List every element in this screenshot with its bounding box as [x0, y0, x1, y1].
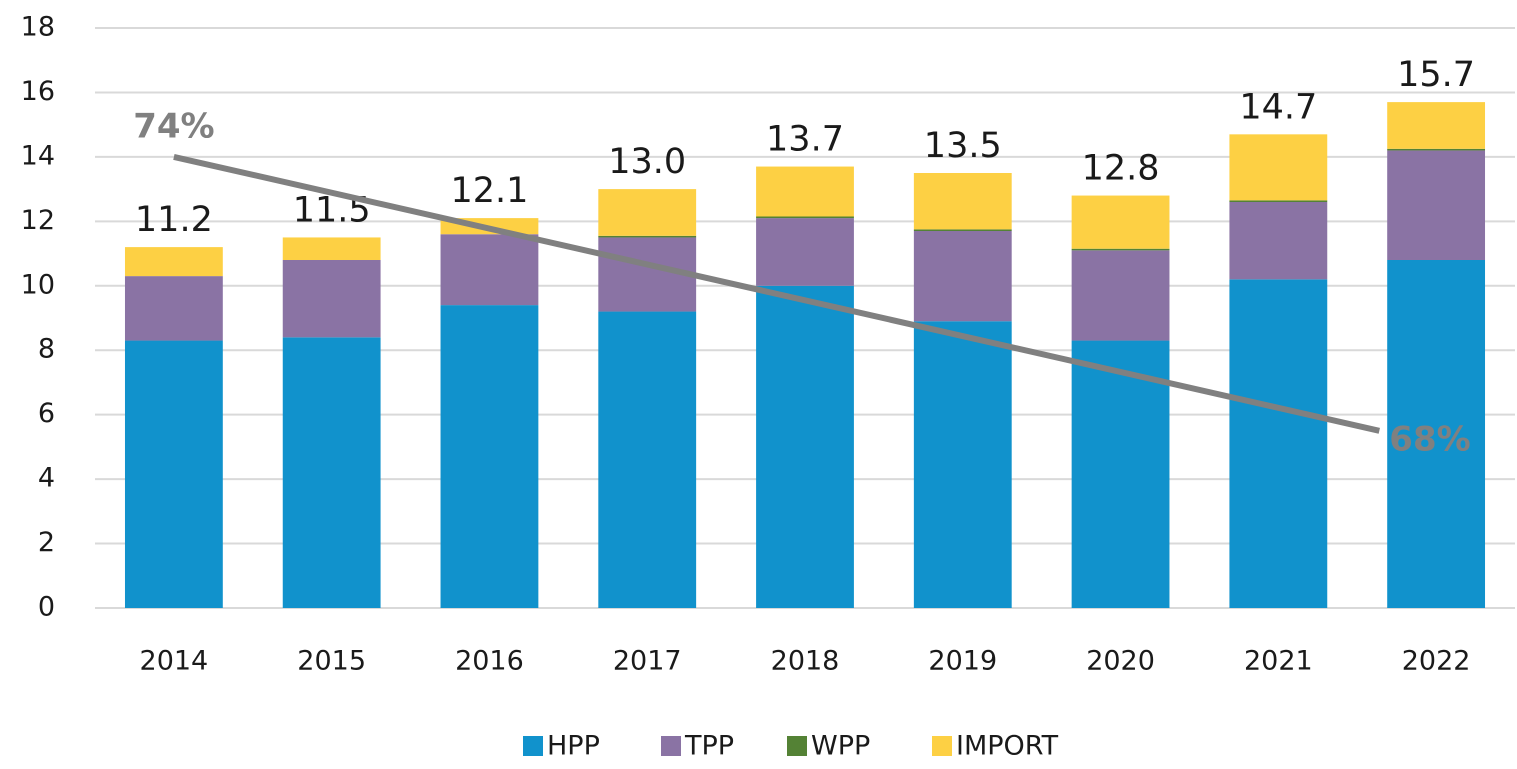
y-tick-label: 8 — [38, 334, 55, 365]
legend-swatch — [932, 736, 952, 756]
bar-segment — [756, 216, 854, 219]
legend-swatch — [661, 736, 681, 756]
y-tick-label: 16 — [21, 76, 55, 107]
bar-segment — [1387, 102, 1486, 149]
legend-swatch — [523, 736, 543, 756]
y-tick-label: 12 — [21, 205, 55, 236]
bar-segment — [756, 218, 854, 286]
bar-segment — [124, 276, 223, 341]
bar-segment — [756, 166, 854, 217]
y-tick-label: 10 — [21, 269, 55, 300]
bar-segment — [1071, 195, 1170, 249]
bar-segment — [124, 340, 223, 608]
y-tick-label: 6 — [38, 398, 55, 429]
total-label: 11.2 — [135, 200, 213, 240]
x-tick-label: 2018 — [771, 646, 840, 677]
total-label: 15.7 — [1397, 55, 1475, 95]
bar-segment — [1071, 248, 1170, 251]
x-tick-label: 2016 — [455, 646, 524, 677]
y-tick-label: 14 — [21, 140, 55, 171]
bar-segment — [1229, 134, 1328, 201]
x-tick-label: 2022 — [1402, 646, 1471, 677]
bar-segment — [282, 260, 381, 338]
x-tick-label: 2014 — [140, 646, 209, 677]
x-tick-label: 2019 — [928, 646, 997, 677]
total-label: 12.8 — [1082, 149, 1160, 189]
bar-segment — [1229, 202, 1328, 280]
bar-segment — [1071, 250, 1170, 341]
total-label: 13.0 — [608, 142, 686, 182]
y-tick-label: 18 — [21, 12, 55, 43]
total-label: 13.7 — [766, 120, 844, 160]
bar-segment — [913, 321, 1012, 608]
legend-label: WPP — [811, 731, 870, 762]
bar-segment — [1387, 148, 1486, 151]
bar-segment — [282, 337, 381, 608]
bar-segment — [913, 229, 1012, 231]
x-tick-label: 2017 — [613, 646, 682, 677]
bar-segment — [1071, 340, 1170, 608]
bar-segment — [1229, 279, 1328, 608]
x-tick-label: 2021 — [1244, 646, 1313, 677]
total-label: 13.5 — [924, 126, 1002, 166]
y-tick-label: 4 — [38, 463, 55, 494]
legend-swatch — [787, 736, 807, 756]
bar-segment — [913, 173, 1012, 230]
bar-segment — [440, 305, 539, 608]
bar-segment — [756, 285, 854, 608]
bar-segment — [598, 235, 697, 238]
legend-label: TPP — [684, 731, 734, 762]
y-tick-label: 0 — [38, 592, 55, 623]
trend-line — [173, 153, 1380, 434]
bar-segment — [124, 247, 223, 277]
trend-start-label: 74% — [133, 106, 214, 146]
x-tick-label: 2015 — [297, 646, 366, 677]
bar-segment — [1387, 260, 1486, 608]
bar-segment — [1387, 150, 1486, 260]
bar-segment — [598, 189, 697, 236]
y-tick-label: 2 — [38, 527, 55, 558]
x-tick-label: 2020 — [1086, 646, 1155, 677]
total-label: 14.7 — [1239, 87, 1317, 127]
legend-label: IMPORT — [956, 731, 1059, 762]
bar-segment — [282, 237, 381, 260]
total-label: 12.1 — [450, 171, 528, 211]
trend-end-label: 68% — [1389, 419, 1470, 459]
bar-segment — [913, 231, 1012, 322]
bar-segment — [598, 311, 697, 608]
legend-label: HPP — [547, 731, 600, 762]
bar-segment — [440, 234, 539, 306]
bar-segment — [1229, 200, 1328, 202]
